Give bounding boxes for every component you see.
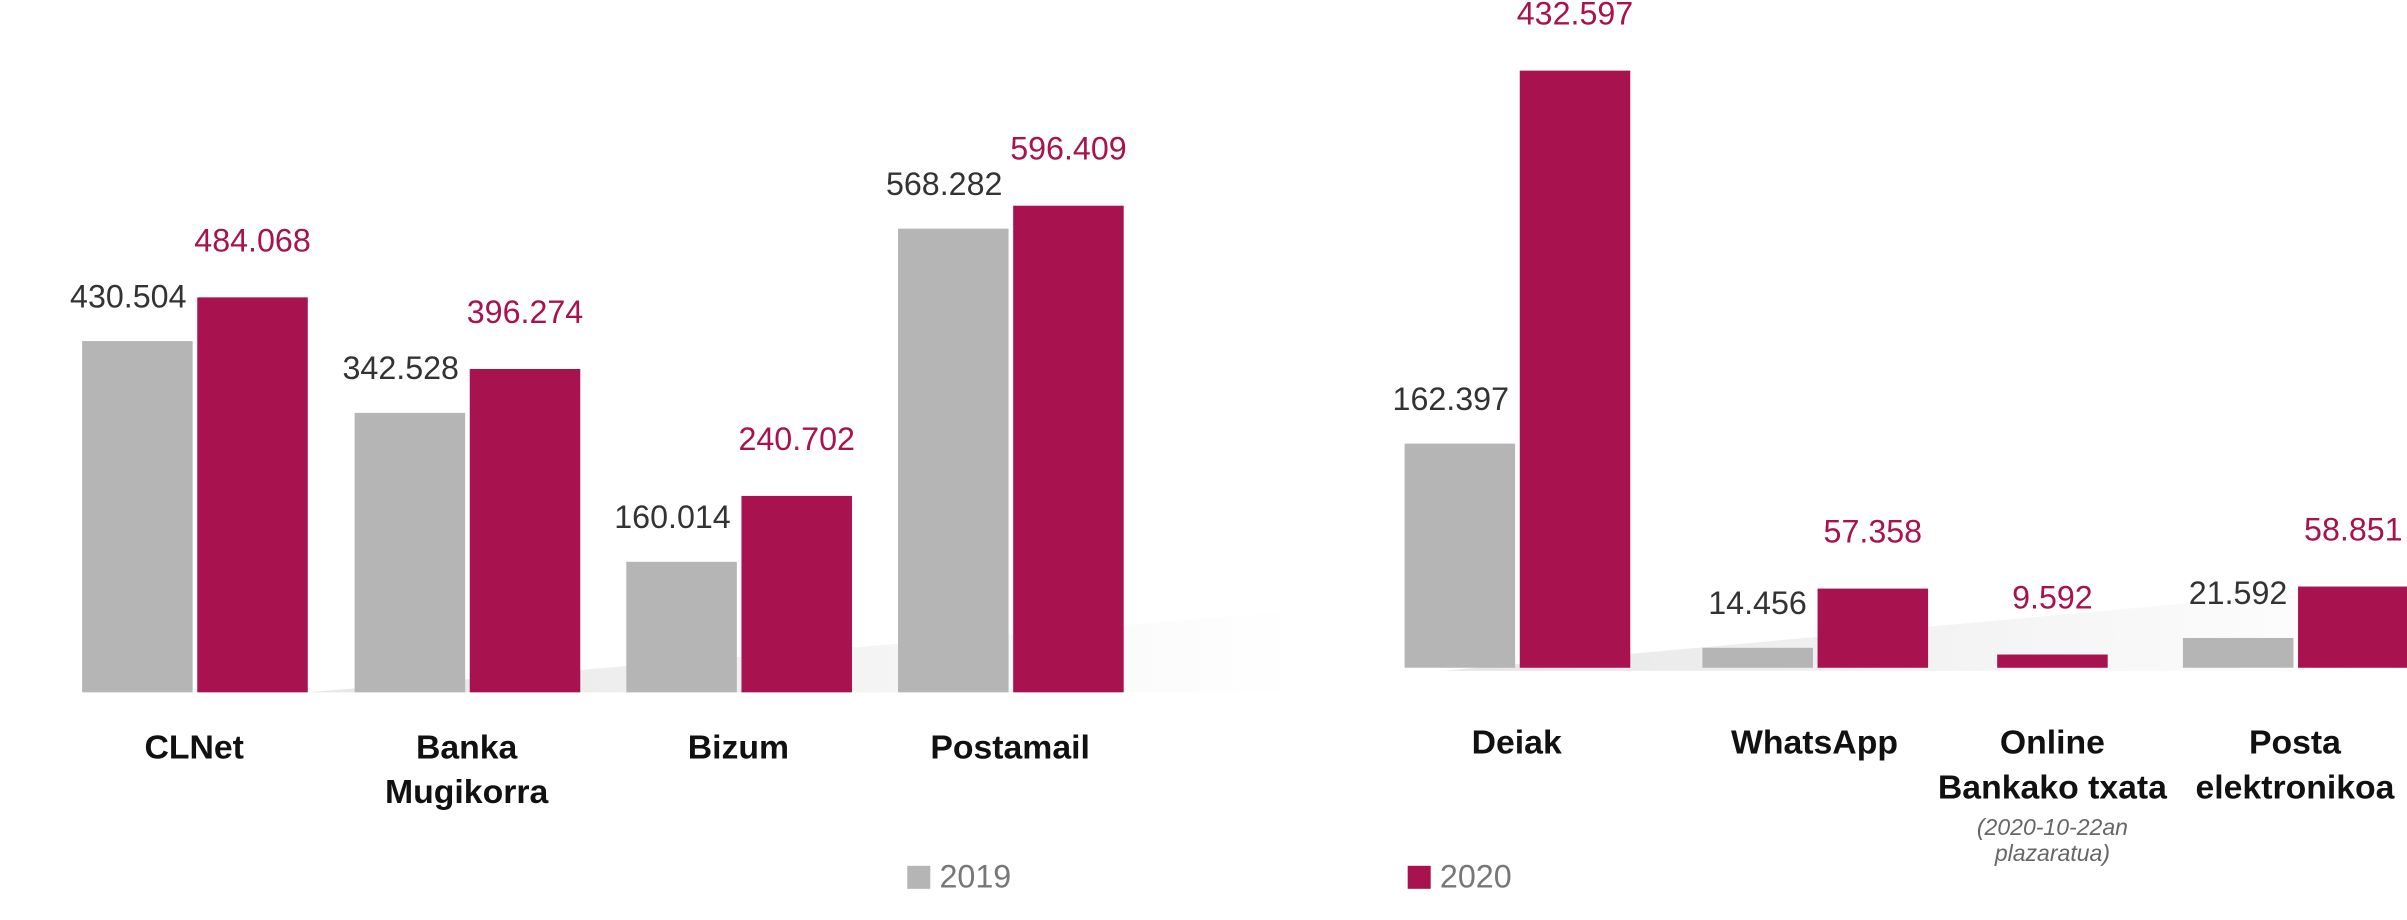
- bar: [2298, 586, 2407, 668]
- value-label: 14.456: [1708, 585, 1807, 621]
- value-label: 160.014: [614, 499, 730, 535]
- value-label: 484.068: [194, 222, 310, 258]
- value-label: 568.282: [886, 166, 1002, 202]
- category-label: Online Bankako txata: [1937, 723, 2167, 806]
- bar: [1817, 588, 1929, 668]
- bar: [2182, 637, 2294, 668]
- value-label: 240.702: [738, 421, 854, 457]
- value-label: 9.592: [2012, 579, 2093, 615]
- legend-label: 2019: [939, 859, 1012, 895]
- bar: [82, 341, 193, 693]
- legend-label: 2020: [1439, 859, 1512, 895]
- value-label: 342.528: [343, 350, 459, 386]
- value-label: 21.592: [2189, 575, 2288, 611]
- legend-entry: 2020: [1407, 859, 1512, 895]
- bar: [469, 368, 581, 693]
- value-label: 58.851: [2304, 511, 2403, 547]
- bar: [898, 228, 1009, 693]
- bar: [1013, 205, 1124, 693]
- category-label: Bizum: [687, 727, 790, 767]
- value-label: 430.504: [70, 278, 186, 314]
- bar: [741, 495, 852, 693]
- category-label: Postamail: [930, 727, 1090, 767]
- bar: [354, 412, 466, 693]
- annotation: (2020-10-22an plazaratua): [1976, 815, 2128, 868]
- value-label: 396.274: [467, 294, 583, 330]
- bar: [1519, 70, 1631, 668]
- category-label: Posta elektronikoa: [2195, 723, 2395, 806]
- bar: [1997, 654, 2108, 668]
- legend-entry: 2019: [907, 861, 1011, 893]
- value-label: 596.409: [1010, 131, 1126, 167]
- category-label: Deiak: [1471, 723, 1562, 762]
- category-label: WhatsApp: [1730, 723, 1898, 762]
- bar: [1702, 647, 1813, 668]
- bar: [197, 297, 308, 693]
- category-label: CLNet: [144, 727, 244, 767]
- value-label: 432.597: [1517, 0, 1633, 32]
- value-label: 57.358: [1824, 514, 1923, 550]
- bar: [1404, 443, 1516, 668]
- bar: [626, 561, 737, 693]
- category-label: Banka Mugikorra: [385, 727, 549, 811]
- value-label: 162.397: [1393, 381, 1509, 417]
- legend-swatch: [907, 865, 931, 889]
- legend-swatch: [1407, 865, 1431, 889]
